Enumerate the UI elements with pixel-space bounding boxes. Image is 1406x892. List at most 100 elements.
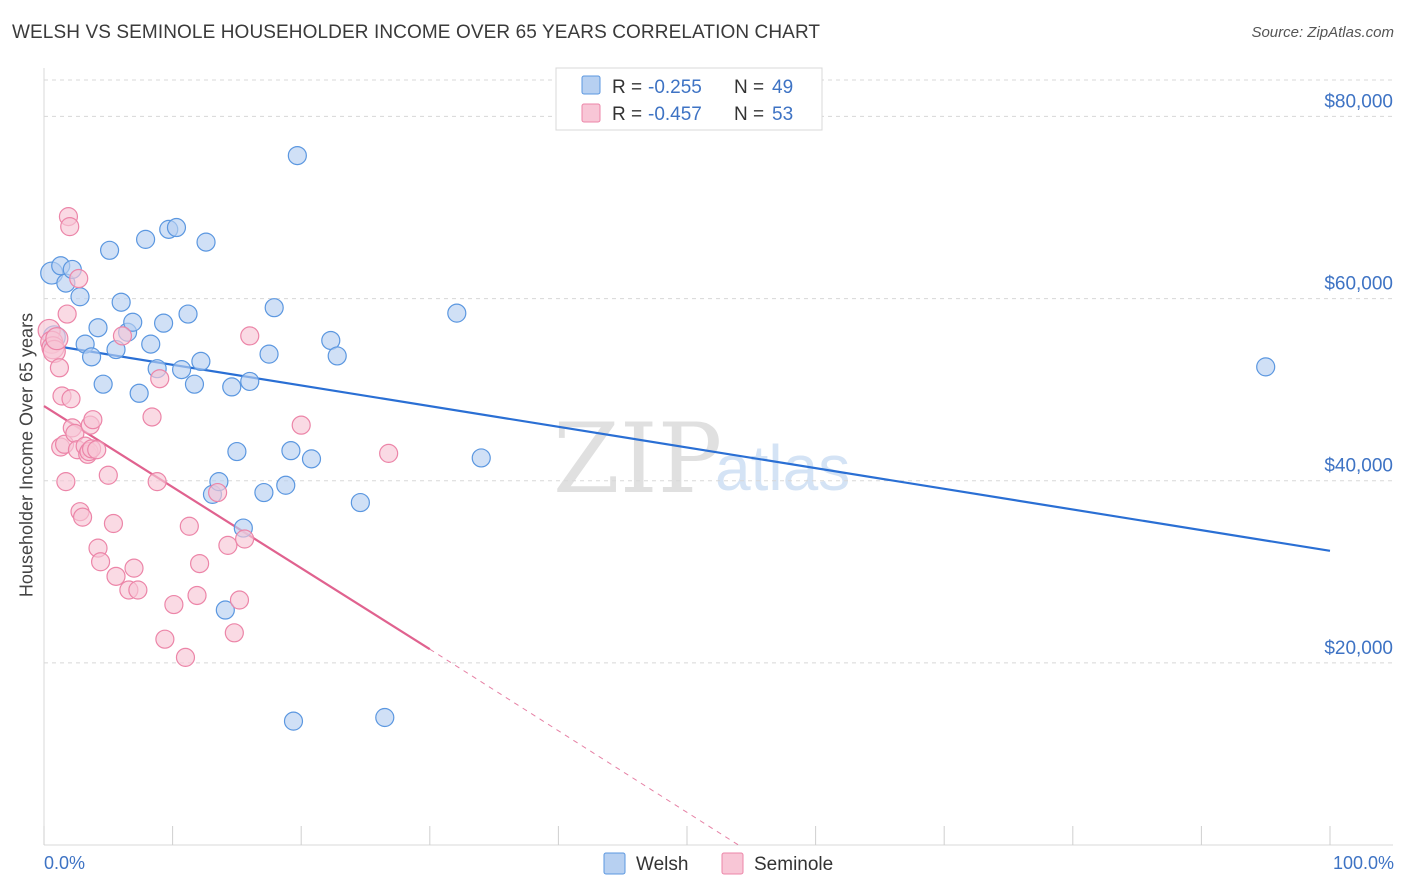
welsh-point [135, 229, 156, 249]
welsh-point [471, 448, 491, 468]
seminole-point [155, 629, 175, 649]
welsh-n-value: 49 [772, 77, 793, 98]
seminole-point [150, 369, 170, 389]
welsh-point [254, 482, 274, 503]
welsh-point [93, 374, 113, 394]
welsh-point [281, 441, 301, 461]
y-tick-label: $20,000 [1324, 638, 1393, 659]
seminole-point [187, 585, 207, 606]
seminole-point [103, 513, 124, 534]
welsh-point [375, 707, 395, 728]
seminole-point [83, 410, 103, 430]
seminole-r-value: -0.457 [648, 104, 702, 125]
welsh-point [153, 313, 174, 333]
welsh-point [129, 383, 149, 403]
seminole-point [175, 647, 196, 667]
seminole-point [69, 268, 89, 289]
welsh-point [1256, 357, 1276, 377]
x-axis [43, 68, 1393, 846]
welsh-point [123, 312, 143, 332]
legend-welsh-swatch [603, 852, 626, 875]
seminole-point [190, 553, 210, 574]
seminole-point [164, 594, 184, 615]
welsh-point [70, 287, 90, 307]
data-points [37, 145, 1276, 731]
seminole-point [98, 465, 118, 485]
legend-welsh-label: Welsh [636, 854, 688, 875]
seminole-point [90, 552, 111, 572]
seminole-point [224, 623, 244, 643]
welsh-point [141, 334, 161, 354]
welsh-point [99, 240, 120, 260]
seminole-point [379, 443, 399, 463]
welsh-point [178, 304, 198, 324]
seminole-point [229, 590, 250, 610]
y-tick-label: $60,000 [1324, 274, 1393, 295]
welsh-point [184, 374, 205, 394]
seminole-point [147, 472, 167, 492]
welsh-point [222, 377, 242, 397]
welsh-point [215, 600, 235, 620]
stats-box: R = -0.255 N = 49 R = -0.457 N = 53 [555, 67, 823, 131]
seminole-stat-swatch [581, 103, 601, 123]
x-tick-label-min: 0.0% [44, 853, 85, 873]
seminole-point [235, 529, 255, 549]
grid-layer [44, 79, 1393, 664]
welsh-point [81, 347, 102, 367]
seminole-r-key: R = [612, 104, 642, 125]
welsh-stat-swatch [581, 75, 601, 95]
watermark-zip: ZIP [553, 403, 722, 515]
welsh-point [447, 303, 467, 323]
legend: Welsh Seminole [603, 852, 833, 875]
seminole-point [179, 516, 199, 536]
seminole-point [56, 472, 76, 492]
seminole-point [112, 326, 133, 346]
seminole-point [72, 507, 93, 527]
seminole-point [87, 440, 107, 460]
seminole-point [142, 407, 162, 427]
seminole-point [218, 535, 238, 555]
legend-seminole-swatch [721, 852, 744, 875]
watermark-atlas: atlas [715, 432, 850, 504]
welsh-point [287, 145, 307, 166]
welsh-point [172, 360, 192, 380]
y-tick-label: $40,000 [1324, 456, 1393, 477]
seminole-point [106, 566, 126, 586]
seminole-point [128, 580, 148, 600]
welsh-point [111, 292, 131, 312]
seminole-point [124, 558, 144, 578]
welsh-point [88, 318, 108, 338]
seminole-point [61, 389, 81, 409]
welsh-point [166, 217, 187, 238]
welsh-point [196, 232, 216, 252]
y-tick-label: $80,000 [1324, 91, 1393, 112]
seminole-point [49, 358, 70, 378]
seminole-point [291, 415, 311, 435]
seminole-trend-extension [429, 648, 739, 846]
welsh-point [240, 371, 260, 392]
welsh-n-key: N = [734, 77, 764, 98]
seminole-point [240, 326, 260, 346]
welsh-point [350, 492, 370, 513]
chart-title: WELSH VS SEMINOLE HOUSEHOLDER INCOME OVE… [12, 22, 821, 43]
seminole-point [60, 217, 80, 237]
welsh-point [191, 351, 211, 372]
welsh-point [327, 346, 347, 366]
welsh-point [283, 711, 304, 731]
welsh-point [227, 441, 247, 462]
x-tick-label-max: 100.0% [1333, 853, 1394, 873]
seminole-point [57, 304, 77, 324]
seminole-point [208, 482, 228, 503]
welsh-point [301, 449, 322, 469]
seminole-n-key: N = [734, 104, 764, 125]
welsh-r-value: -0.255 [648, 77, 702, 98]
welsh-point [276, 475, 296, 495]
welsh-point [259, 344, 279, 364]
seminole-point [45, 327, 69, 351]
welsh-r-key: R = [612, 77, 642, 98]
legend-seminole-label: Seminole [754, 854, 833, 875]
source-label: Source: ZipAtlas.com [1251, 24, 1394, 41]
welsh-point [264, 298, 284, 318]
seminole-n-value: 53 [772, 104, 793, 125]
